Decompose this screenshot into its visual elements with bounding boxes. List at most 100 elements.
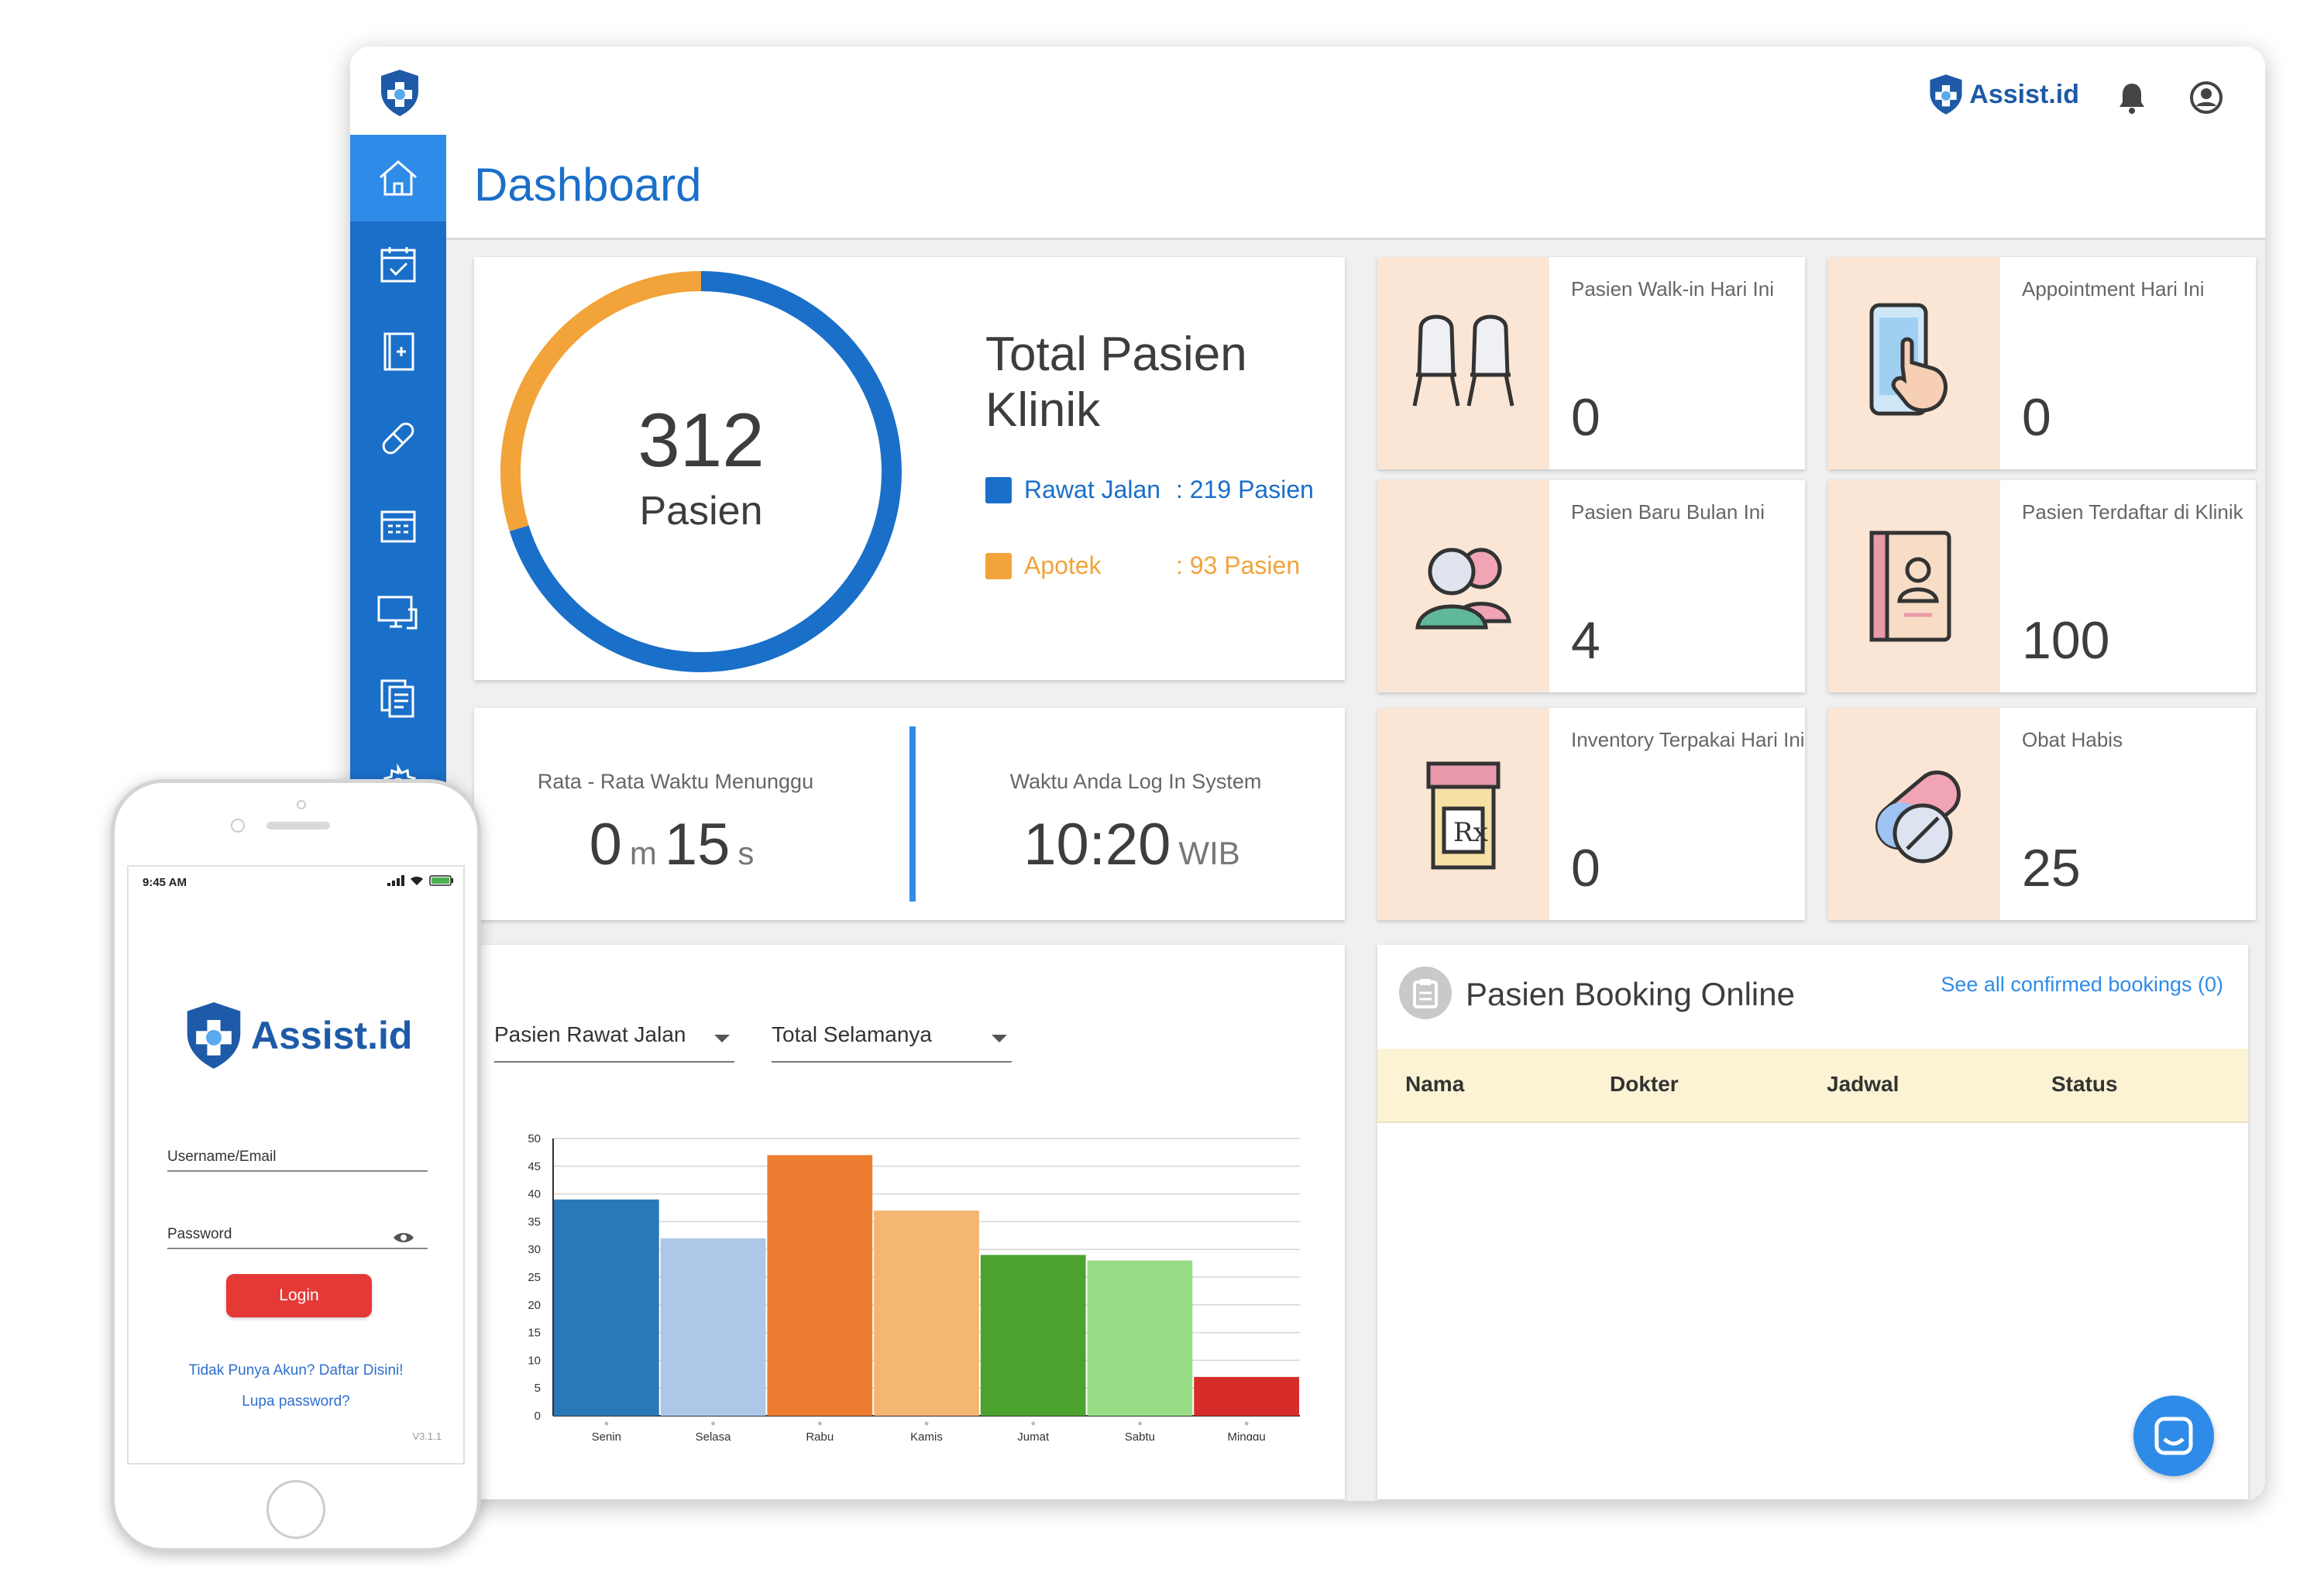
divider — [909, 726, 916, 901]
battery-icon — [429, 875, 453, 886]
stat-icon-bg — [1828, 708, 2000, 920]
chevron-down-icon — [714, 1035, 730, 1042]
avg-wait-seconds: 15 — [664, 812, 731, 877]
sidebar-item-monitor[interactable] — [350, 568, 446, 655]
column-header[interactable]: Dokter — [1610, 1072, 1679, 1096]
bar-senin[interactable] — [554, 1199, 659, 1416]
password-field[interactable]: Password — [167, 1215, 428, 1249]
app-version: V3.1.1 — [412, 1430, 442, 1442]
user-account-icon[interactable] — [2189, 81, 2223, 115]
x-tick-label: Minggu — [1228, 1430, 1266, 1441]
bandage-icon — [382, 422, 414, 455]
password-placeholder: Password — [167, 1226, 232, 1242]
x-tick-label: Senin — [592, 1430, 621, 1441]
y-tick-label: 15 — [528, 1327, 541, 1340]
calendar-check-icon — [380, 247, 416, 283]
status-time: 9:45 AM — [143, 876, 187, 889]
time-range-select[interactable]: Total Selamanya — [772, 1022, 1012, 1063]
see-all-bookings-link[interactable]: See all confirmed bookings (0) — [1941, 973, 2223, 996]
x-tick-label: Rabu — [806, 1430, 834, 1441]
stat-out-of-stock[interactable]: Obat Habis 25 — [1828, 708, 2256, 920]
column-header[interactable]: Nama — [1405, 1072, 1465, 1096]
stat-inventory[interactable]: Rx Inventory Terpakai Hari Ini 0 — [1377, 708, 1805, 920]
legend-swatch — [985, 552, 1012, 579]
brand-shield-icon[interactable] — [378, 68, 421, 118]
donut-slice-rawat-jalan — [509, 271, 902, 672]
y-tick-label: 50 — [528, 1132, 541, 1145]
y-tick-label: 25 — [528, 1271, 541, 1284]
signal-icon — [387, 875, 404, 886]
bar-selasa[interactable] — [660, 1238, 766, 1416]
y-tick-label: 10 — [528, 1354, 541, 1367]
dashboard-window: Assist.id — [350, 46, 2265, 1501]
sidebar-item-home[interactable] — [350, 135, 446, 222]
stat-registered-patients[interactable]: Pasien Terdaftar di Klinik 100 — [1828, 480, 2256, 692]
documents-icon — [380, 679, 414, 718]
y-tick-label: 45 — [528, 1160, 541, 1173]
x-tick-mark — [1244, 1421, 1249, 1426]
bar-kamis[interactable] — [874, 1211, 979, 1416]
svg-text:Rx: Rx — [1453, 817, 1488, 848]
stat-appointment[interactable]: Appointment Hari Ini 0 — [1828, 257, 2256, 469]
seconds-unit: s — [737, 835, 755, 871]
legend-label: Rawat Jalan — [1024, 476, 1161, 503]
wifi-icon — [411, 877, 423, 885]
brand-logo[interactable]: Assist.id — [1927, 70, 2079, 119]
stat-icon-bg — [1377, 480, 1549, 692]
legend-apotek: Apotek : 93 Pasien — [985, 551, 1300, 580]
sidebar-item-treatment[interactable] — [350, 395, 446, 482]
chairs-icon — [1412, 314, 1514, 407]
legend-label: Apotek — [1024, 551, 1102, 579]
mobile-phone: 9:45 AM Assist.id Username/Email Passwor… — [111, 779, 481, 1552]
stat-label: Pasien Baru Bulan Ini — [1571, 500, 1765, 524]
pill-icon — [1875, 770, 1961, 864]
legend-value: : 93 Pasien — [1176, 551, 1301, 579]
chat-button[interactable] — [2133, 1396, 2214, 1476]
sidebar-item-medical-records[interactable] — [350, 308, 446, 395]
home-button[interactable] — [266, 1480, 325, 1539]
stat-label: Appointment Hari Ini — [2022, 277, 2205, 300]
phone-tap-icon — [1869, 303, 1948, 416]
status-icons — [387, 875, 454, 886]
patient-type-select[interactable]: Pasien Rawat Jalan — [494, 1022, 734, 1063]
total-patients-card: 312 Pasien Total Pasien Klinik Rawat Jal… — [474, 257, 1345, 680]
sidebar-item-reports[interactable] — [350, 655, 446, 742]
y-tick-label: 35 — [528, 1215, 541, 1228]
login-time-value: 10:20 WIB — [965, 811, 1306, 878]
forgot-password-link[interactable]: Lupa password? — [242, 1393, 350, 1410]
bar-sabtu[interactable] — [1087, 1260, 1193, 1416]
stat-value: 25 — [2022, 839, 2081, 898]
login-time: 10:20 — [1023, 812, 1171, 877]
x-tick-label: Kamis — [910, 1430, 943, 1441]
login-button[interactable]: Login — [226, 1274, 372, 1317]
column-header[interactable]: Jadwal — [1827, 1072, 1899, 1096]
x-tick-mark — [1137, 1421, 1142, 1426]
timezone: WIB — [1178, 835, 1240, 871]
stat-new-patients[interactable]: Pasien Baru Bulan Ini 4 — [1377, 480, 1805, 692]
brand-shield-icon — [1930, 74, 1962, 115]
stat-walk-in[interactable]: Pasien Walk-in Hari Ini 0 — [1377, 257, 1805, 469]
stat-icon-bg — [1828, 257, 2000, 469]
mobile-login-screen: 9:45 AM Assist.id Username/Email Passwor… — [127, 865, 465, 1465]
sidebar-item-schedule[interactable] — [350, 482, 446, 568]
bar-rabu[interactable] — [767, 1155, 873, 1416]
bar-jumat[interactable] — [980, 1255, 1086, 1416]
eye-icon[interactable] — [392, 1231, 415, 1245]
column-header[interactable]: Status — [2051, 1072, 2118, 1096]
chat-icon — [2154, 1417, 2193, 1455]
status-bar: 9:45 AM — [129, 867, 463, 895]
booking-title: Pasien Booking Online — [1466, 976, 1795, 1012]
donut-slice-apotek — [500, 271, 702, 532]
y-tick-label: 20 — [528, 1299, 541, 1312]
bell-icon[interactable] — [2116, 81, 2147, 115]
sidebar-item-calendar[interactable] — [350, 222, 446, 308]
register-link[interactable]: Tidak Punya Akun? Daftar Disini! — [188, 1362, 404, 1379]
x-tick-mark — [924, 1421, 929, 1426]
bar-minggu[interactable] — [1194, 1376, 1299, 1416]
patients-per-day-bar-chart: 0 5 10 15 20 25 30 35 40 45 50 Senin Selasa Rabu Kamis… — [528, 1132, 1300, 1441]
front-camera — [297, 800, 306, 809]
legend-swatch — [985, 476, 1012, 503]
speaker — [266, 822, 330, 829]
username-field[interactable]: Username/Email — [167, 1138, 428, 1172]
y-tick-label: 5 — [535, 1382, 541, 1395]
